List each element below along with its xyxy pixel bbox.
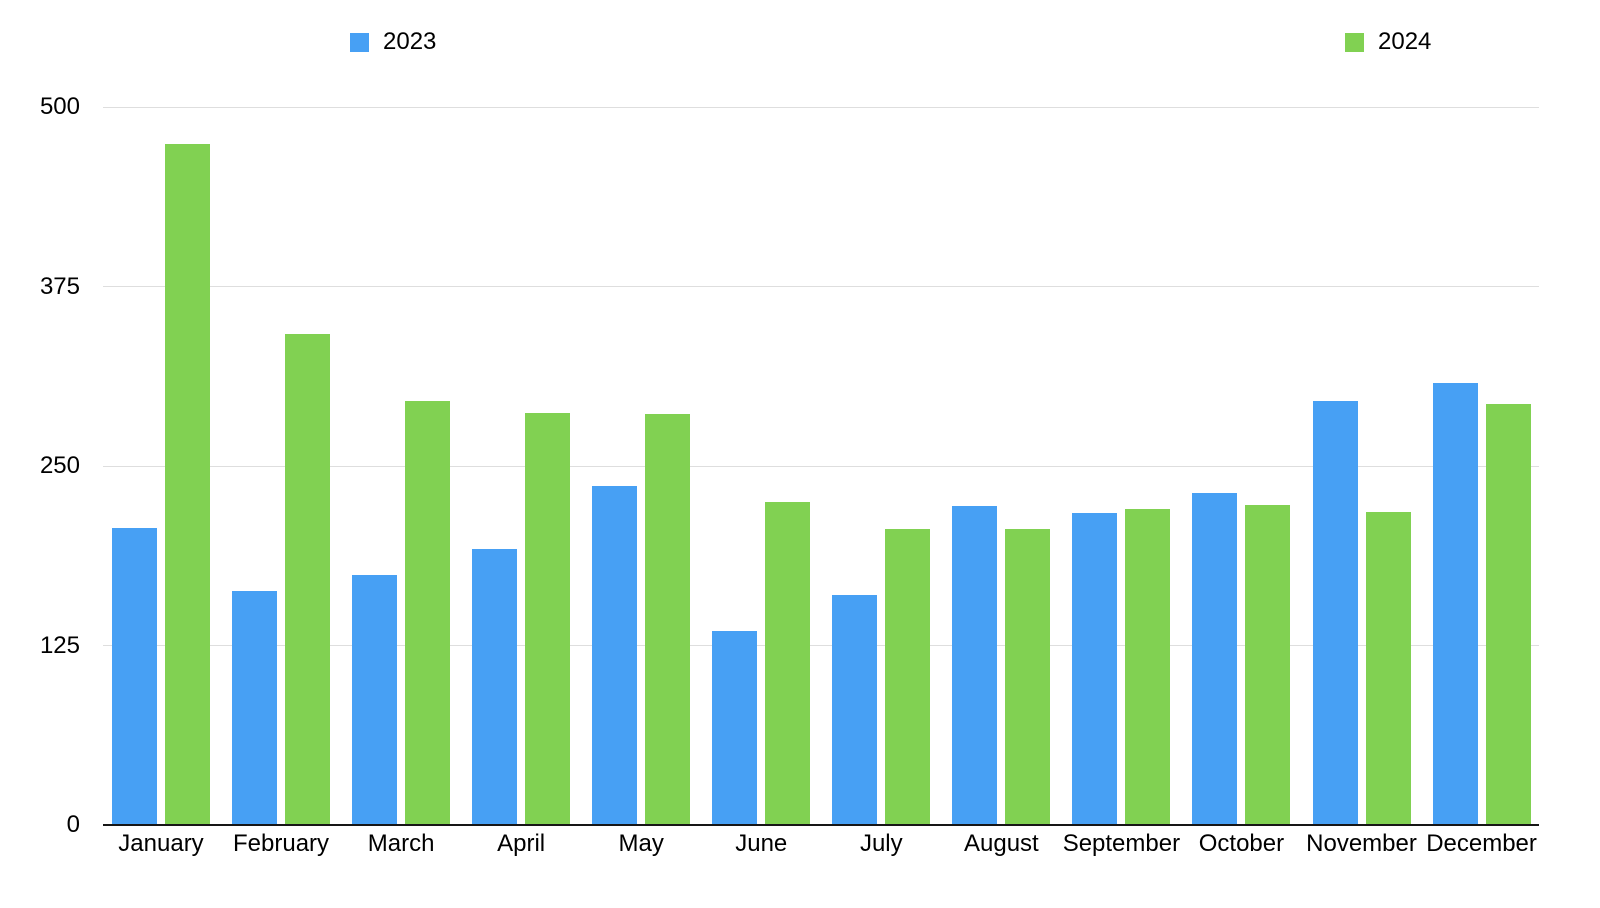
legend-label-2024: 2024 <box>1378 28 1432 55</box>
legend-swatch-2023 <box>350 32 369 52</box>
bar-january-2024 <box>165 144 210 825</box>
bar-april-2023 <box>472 549 518 825</box>
plot-area: 0 125 250 375 500 January February March April Ma… <box>40 93 1539 857</box>
y-tick-label-0: 0 <box>66 811 80 838</box>
x-tick-label-june: June <box>735 830 788 857</box>
gridline-125 <box>103 645 1539 646</box>
x-tick-label-october: October <box>1198 830 1285 857</box>
bar-december-2024 <box>1485 404 1531 825</box>
x-tick-label-november: November <box>1306 830 1417 857</box>
bar-july-2024 <box>885 529 931 825</box>
bar-january-2023 <box>112 527 157 825</box>
x-tick-label-january: January <box>118 830 204 857</box>
bar-august-2023 <box>952 506 998 825</box>
legend-item-2024: 2024 <box>1345 30 1431 54</box>
bar-august-2024 <box>1005 529 1051 825</box>
bar-july-2023 <box>832 595 878 825</box>
bar-february-2023 <box>232 590 278 825</box>
bar-november-2024 <box>1365 511 1411 825</box>
legend-swatch-2024 <box>1345 32 1364 52</box>
bar-may-2023 <box>592 486 638 825</box>
y-tick-label-125: 125 <box>39 631 80 659</box>
bar-december-2023 <box>1432 382 1478 825</box>
bar-october-2024 <box>1245 504 1291 825</box>
x-axis-line <box>103 824 1539 826</box>
bar-march-2024 <box>405 401 451 825</box>
bar-september-2024 <box>1125 509 1171 825</box>
x-tick-label-april: April <box>497 830 546 857</box>
x-tick-label-may: May <box>618 830 664 857</box>
gridline-375 <box>103 286 1539 287</box>
bar-may-2024 <box>645 414 691 825</box>
y-tick-label-500: 500 <box>39 93 80 120</box>
x-tick-label-march: March <box>367 830 435 857</box>
gridline-500 <box>103 106 1539 108</box>
bar-march-2023 <box>352 575 398 825</box>
bar-october-2023 <box>1192 493 1238 825</box>
gridline-250 <box>103 465 1539 467</box>
x-tick-label-july: July <box>859 830 903 857</box>
x-tick-label-december: December <box>1426 830 1537 857</box>
x-tick-label-august: August <box>963 830 1039 857</box>
y-tick-label-375: 375 <box>39 272 80 300</box>
x-tick-label-september: September <box>1062 830 1181 857</box>
legend-item-2023: 2023 <box>350 30 436 54</box>
bar-april-2024 <box>525 412 571 825</box>
y-tick-label-250: 250 <box>39 452 80 479</box>
bar-november-2023 <box>1312 401 1358 825</box>
legend-label-2023: 2023 <box>383 28 437 55</box>
x-tick-label-february: February <box>233 830 330 857</box>
bar-february-2024 <box>285 333 331 825</box>
bar-june-2024 <box>765 501 811 825</box>
bar-june-2023 <box>712 631 758 825</box>
bar-september-2023 <box>1072 513 1118 825</box>
